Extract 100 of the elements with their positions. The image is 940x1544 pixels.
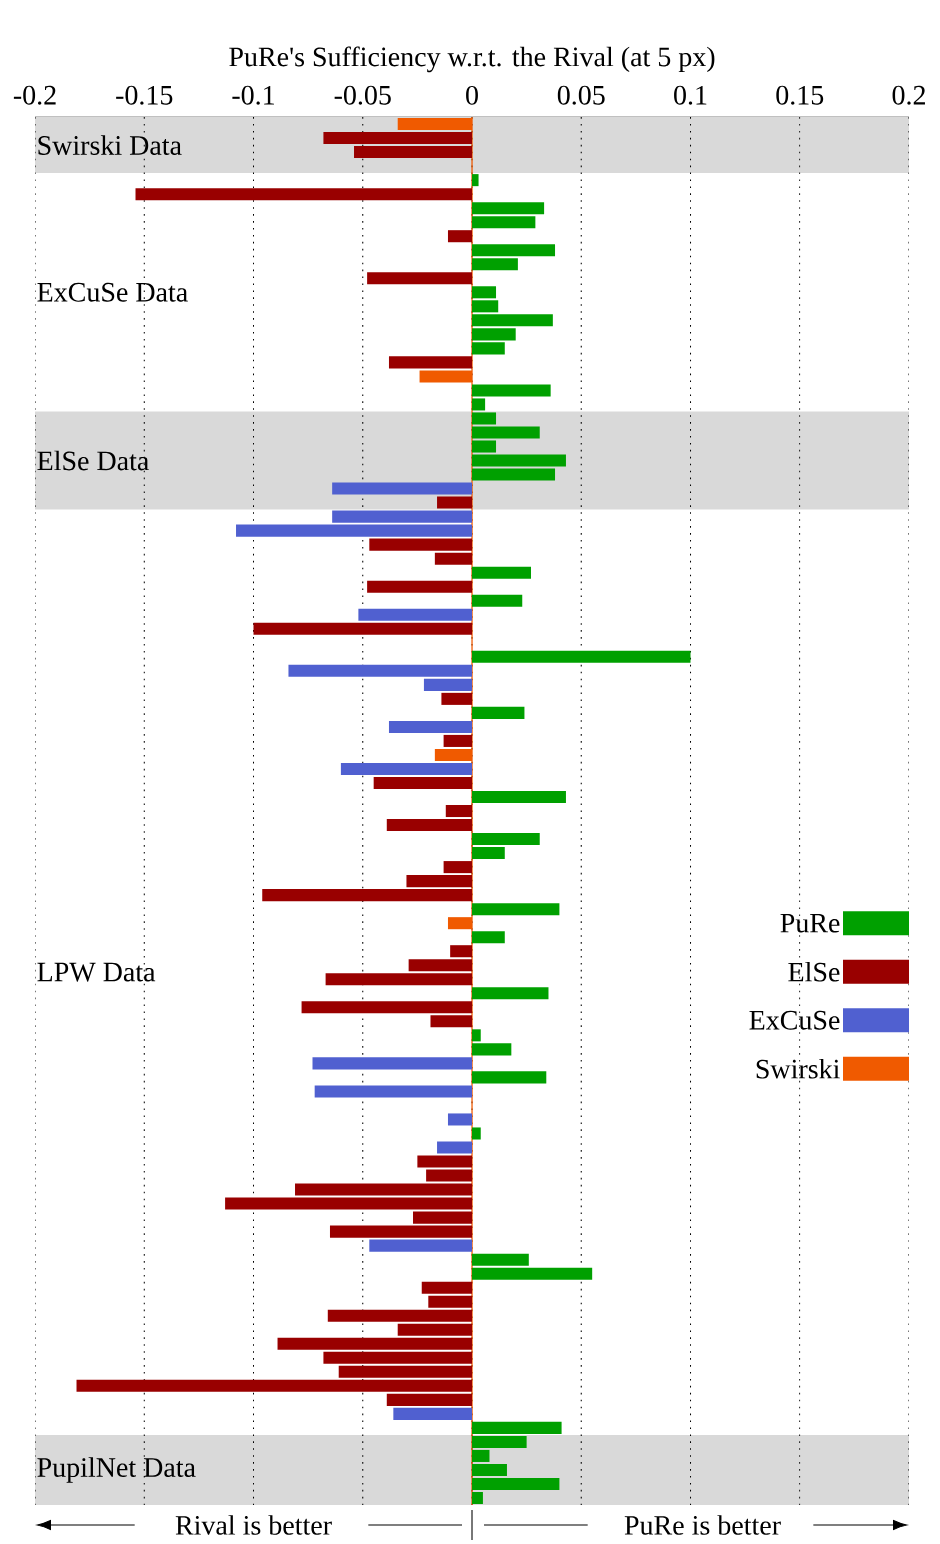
bar bbox=[367, 580, 472, 593]
bar bbox=[369, 538, 472, 551]
bar bbox=[423, 678, 472, 691]
bar bbox=[472, 1449, 490, 1462]
x-tick-label: 0.2 bbox=[892, 85, 925, 105]
bar bbox=[472, 244, 556, 257]
bar bbox=[472, 1043, 512, 1056]
bar bbox=[443, 734, 472, 747]
bar bbox=[472, 1029, 481, 1042]
text: Rival is better bbox=[175, 1515, 332, 1535]
bar bbox=[327, 1309, 472, 1322]
bar bbox=[472, 566, 531, 579]
bar bbox=[472, 931, 505, 944]
bar bbox=[472, 847, 505, 860]
bar bbox=[472, 1071, 547, 1084]
bar bbox=[472, 1435, 527, 1448]
annotation: ExCuSe Data bbox=[37, 282, 188, 302]
bar bbox=[472, 216, 536, 229]
bar bbox=[447, 1113, 472, 1126]
x-tick-label: -0.2 bbox=[13, 85, 56, 105]
annotation: PupilNet Data bbox=[37, 1457, 196, 1483]
legend-label: PuRe bbox=[780, 913, 840, 933]
bar bbox=[472, 202, 545, 215]
bar bbox=[388, 356, 472, 369]
bar bbox=[430, 1015, 472, 1028]
bar bbox=[388, 720, 472, 733]
bar bbox=[386, 819, 472, 832]
bar bbox=[472, 594, 523, 607]
bar bbox=[406, 875, 472, 888]
bar bbox=[340, 762, 472, 775]
bar bbox=[472, 650, 691, 663]
bar bbox=[447, 230, 472, 243]
x-tick-label: 0 bbox=[466, 85, 478, 105]
bar bbox=[472, 300, 499, 313]
bar bbox=[472, 328, 516, 341]
bar bbox=[445, 805, 472, 818]
x-tick-label: 0.15 bbox=[776, 85, 824, 105]
bar bbox=[417, 1155, 472, 1168]
bar bbox=[288, 664, 472, 677]
bar bbox=[393, 1407, 472, 1420]
x-tick-label: 0.1 bbox=[674, 85, 707, 105]
bar bbox=[472, 903, 560, 916]
annotation: LPW Data bbox=[37, 962, 156, 982]
annotation: Swirski Data bbox=[38, 135, 182, 155]
bar bbox=[437, 1141, 472, 1154]
bar bbox=[253, 622, 472, 635]
bar bbox=[437, 496, 472, 509]
bar bbox=[472, 468, 556, 481]
text: PuRe is better bbox=[624, 1515, 781, 1535]
bar bbox=[472, 1127, 481, 1140]
bar bbox=[472, 174, 479, 187]
bar bbox=[472, 833, 540, 846]
bar bbox=[332, 482, 472, 495]
bar bbox=[413, 1211, 472, 1224]
bar bbox=[428, 1295, 472, 1308]
legend-label: ExCuSe bbox=[749, 1010, 840, 1030]
bar bbox=[312, 1057, 472, 1070]
bar bbox=[472, 1491, 483, 1505]
bar bbox=[262, 889, 472, 902]
annotation: ElSe Data bbox=[37, 450, 149, 471]
bar bbox=[332, 510, 472, 523]
bar bbox=[472, 790, 566, 804]
bar bbox=[236, 524, 472, 537]
bar bbox=[369, 1239, 472, 1252]
x-tick-label: -0.05 bbox=[334, 85, 391, 105]
bar bbox=[135, 188, 472, 201]
x-axis-title: PuRe's Sufficiency w.r.t. the Rival (at 5 px) bbox=[229, 46, 715, 73]
bar bbox=[301, 1001, 472, 1014]
bar bbox=[443, 861, 472, 874]
bar bbox=[421, 1281, 472, 1294]
bar bbox=[472, 398, 486, 411]
bar bbox=[472, 1463, 507, 1476]
bar bbox=[472, 286, 497, 299]
bar bbox=[373, 776, 472, 790]
bar bbox=[367, 272, 472, 285]
bar bbox=[450, 945, 472, 958]
bar bbox=[358, 608, 472, 621]
bar bbox=[472, 1253, 529, 1266]
bar bbox=[329, 1225, 472, 1238]
bar bbox=[472, 342, 505, 355]
bar bbox=[76, 1379, 472, 1392]
bar bbox=[325, 973, 472, 986]
legend-label: Swirski bbox=[756, 1058, 840, 1079]
bar bbox=[354, 146, 472, 159]
x-tick-label: 0.05 bbox=[557, 85, 605, 105]
bar bbox=[386, 1393, 472, 1406]
bar bbox=[472, 314, 553, 327]
bar bbox=[472, 706, 525, 719]
bar bbox=[472, 384, 551, 397]
bar bbox=[472, 1477, 560, 1491]
bar bbox=[434, 552, 472, 565]
bar bbox=[426, 1169, 472, 1182]
bar bbox=[323, 132, 472, 145]
bar bbox=[225, 1197, 472, 1210]
bar bbox=[472, 412, 497, 425]
bar bbox=[472, 987, 549, 1000]
bar bbox=[277, 1337, 472, 1350]
bar bbox=[441, 692, 472, 705]
bar bbox=[472, 1267, 593, 1280]
bar bbox=[408, 959, 472, 972]
